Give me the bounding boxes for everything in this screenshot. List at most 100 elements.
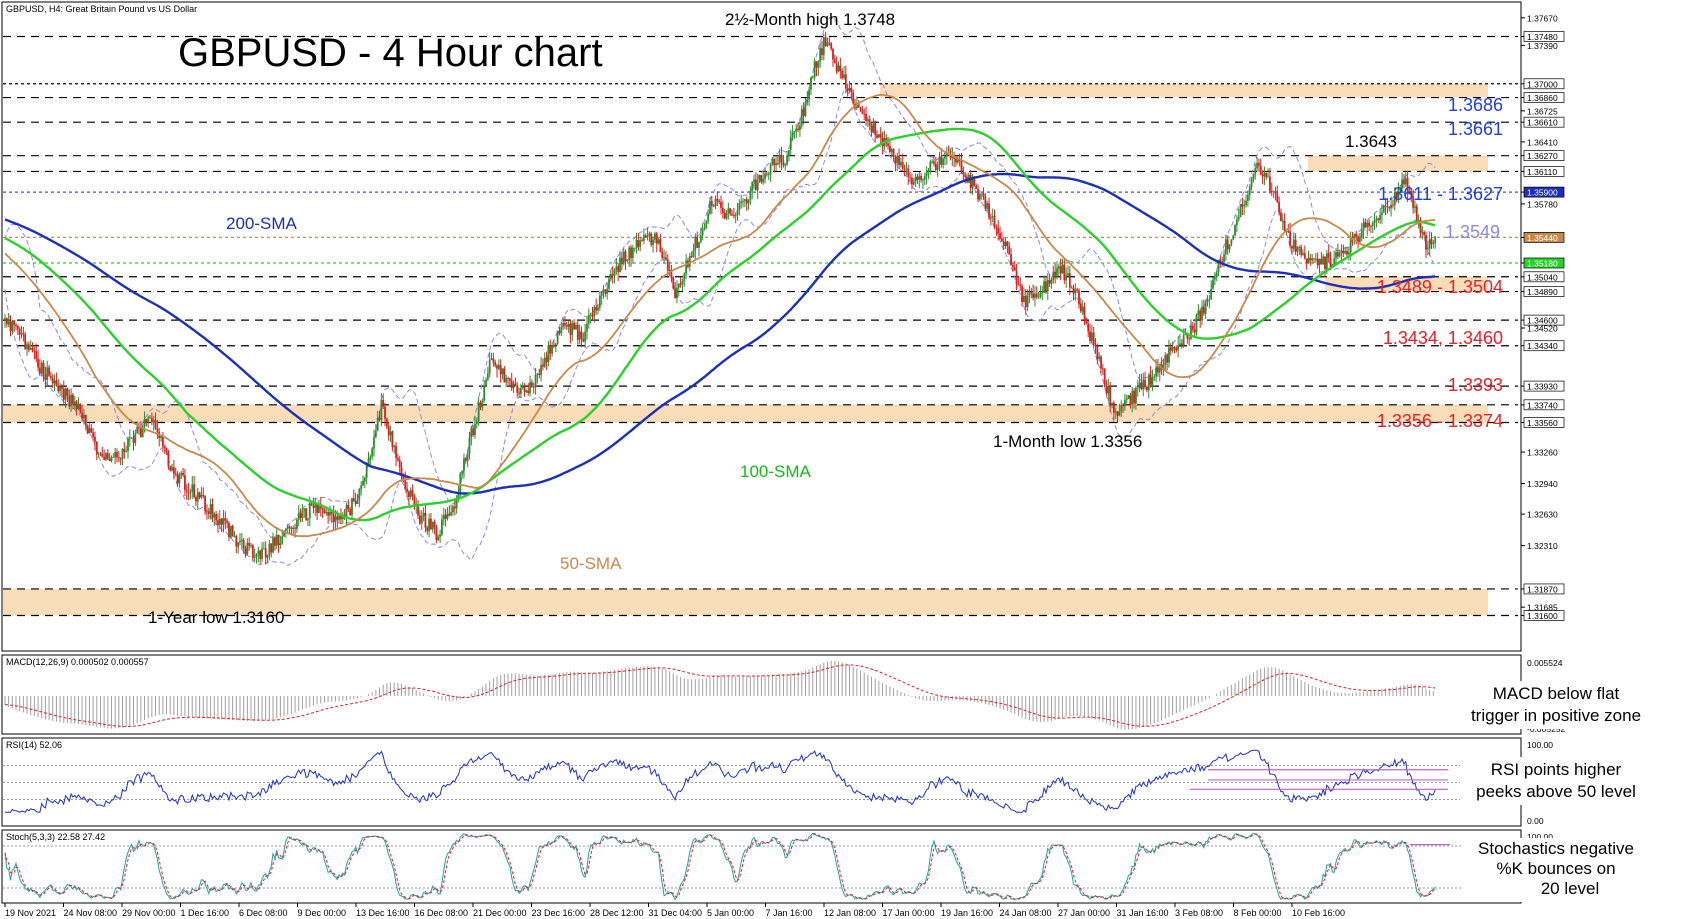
candle-body [685,260,688,274]
candle-body [558,330,561,334]
candle-body [1158,363,1161,373]
candle-body [736,209,739,215]
candle-body [677,283,680,288]
candle-body [426,527,429,532]
candle-body [1283,220,1286,232]
candle-body [951,155,954,158]
candle-body [35,351,38,359]
candle-body [889,145,891,152]
candle-body [497,364,500,369]
level-1356-label: 1.3356 - 1.3374 [1377,411,1503,431]
sma200-label: 200-SMA [226,214,298,233]
candle-body [156,428,159,433]
candle-body [1358,238,1361,242]
candle-body [398,460,401,468]
rsi-note-line2: peeks above 50 level [1476,782,1636,801]
candle-body [193,484,195,498]
price-tag-box [1523,286,1565,297]
macd-panel: 0.0055240.000000-0.005252 [4,658,1566,734]
candle-body [273,537,276,546]
candle-body [1184,333,1187,335]
candle-body [1076,289,1079,291]
candle-body [654,233,656,240]
candle-body [149,417,151,419]
candle-body [674,288,677,298]
candle-body [178,475,181,484]
candle-body [384,406,386,419]
candle-body [496,365,498,369]
candle-body [1281,220,1284,222]
candle-body [395,445,397,459]
candle-body [334,516,337,522]
candle-body [1067,273,1069,276]
candle-body [195,497,197,502]
candle-body [387,426,390,436]
candle-body [86,425,89,434]
candle-body [989,217,992,219]
candle-body [955,158,957,163]
price-tick-label: 1.36610 [1527,118,1558,128]
candle-body [1250,178,1253,187]
candle-body [642,235,645,241]
candle-body [1010,254,1012,265]
price-tick-label: 1.34520 [1527,323,1558,333]
price-tick-label: 1.33740 [1527,400,1558,410]
bollinger-lower [4,89,1436,567]
candle-body [624,251,627,262]
candle-body [1098,356,1101,360]
candle-body [459,473,462,493]
candle-body [778,154,781,164]
rsi-panel: 100.0070.0050.0030.000.00 [3,740,1553,826]
candle-body [602,289,605,292]
candle-body [1061,264,1064,274]
candle-body [261,548,263,559]
candle-body [547,345,550,362]
candle-body [268,543,271,555]
rsi-note-line1: RSI points higher [1491,760,1622,779]
candle-body [139,427,142,438]
candle-body [231,525,234,537]
candle-body [1267,176,1269,178]
candle-body [152,420,155,423]
candle-body [510,380,513,389]
candle-body [969,174,972,189]
candle-body [516,385,519,393]
price-tick-label: 1.33930 [1527,382,1558,392]
candle-body [806,99,809,103]
price-tick-label: 1.34600 [1527,316,1558,326]
candle-body [1096,346,1099,360]
candle-body [1000,238,1003,242]
price-tag-box [1523,417,1565,428]
candle-body [169,466,172,471]
price-tick-label: 1.35780 [1527,199,1558,209]
candle-body [795,128,798,132]
candle-body [1366,222,1369,228]
candle-body [1179,343,1181,346]
candle-body [127,438,129,452]
candle-body [218,518,221,526]
candle-body [18,328,21,335]
candle-body [378,418,381,420]
candle-body [1135,388,1137,404]
candle-body [1342,250,1345,254]
candle-body [251,545,254,558]
candle-body [1202,306,1205,314]
candle-body [147,417,150,423]
candle-body [1039,292,1042,297]
candle-body [1305,258,1308,264]
candle-body [1370,226,1372,227]
candle-body [20,333,23,335]
price-tag-box [1523,380,1565,392]
candle-body [938,156,941,165]
candle-body [1401,179,1404,189]
stoch-note-line2: %K bounces on [1496,859,1615,878]
candle-body [1122,404,1124,407]
candle-body [161,435,164,447]
candle-body [529,382,531,394]
candle-body [305,508,307,520]
price-tick-label: 1.31870 [1527,584,1558,594]
candle-body [1059,266,1062,274]
candle-body [257,550,260,554]
candle-body [833,59,836,64]
candle-body [751,181,754,191]
